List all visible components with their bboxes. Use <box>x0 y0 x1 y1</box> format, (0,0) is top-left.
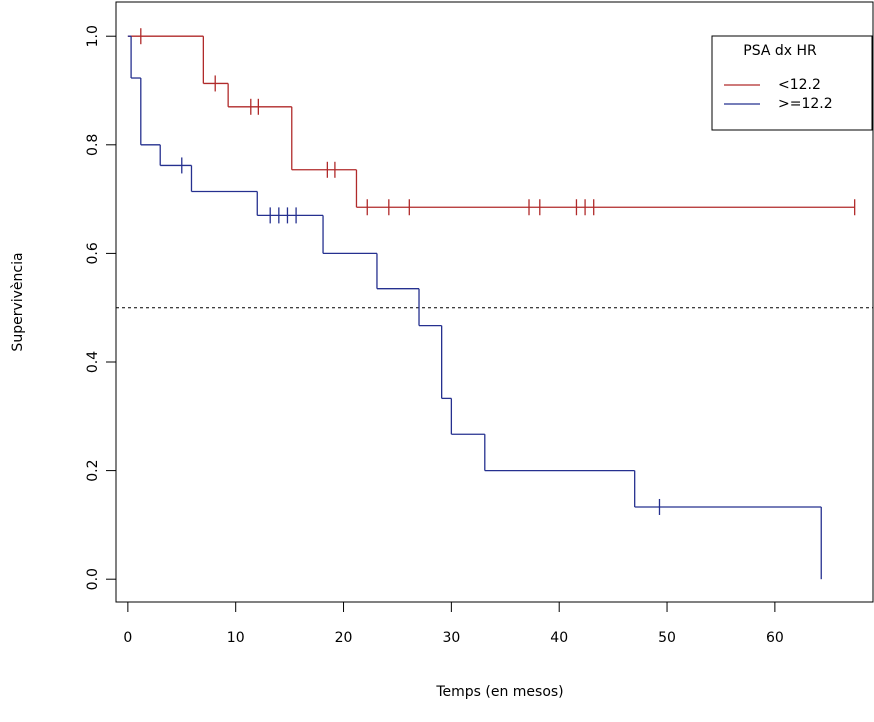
x-tick-label: 40 <box>550 630 568 646</box>
y-tick-label: 0.2 <box>85 459 101 481</box>
x-axis-label: Temps (en mesos) <box>435 684 563 700</box>
y-tick-label: 1.0 <box>85 25 101 47</box>
legend-label: >=12.2 <box>778 96 833 112</box>
y-tick-label: 0.4 <box>85 351 101 373</box>
x-tick-label: 20 <box>335 630 353 646</box>
y-axis-label: Supervivència <box>10 252 26 351</box>
x-tick-label: 0 <box>123 630 132 646</box>
legend-title: PSA dx HR <box>743 43 817 59</box>
x-tick-label: 30 <box>442 630 460 646</box>
plot-frame <box>115 1 874 603</box>
legend-label: <12.2 <box>778 77 821 93</box>
y-tick-label: 0.0 <box>85 568 101 590</box>
legend-box <box>711 35 873 131</box>
x-tick-label: 50 <box>658 630 676 646</box>
x-tick-label: 10 <box>227 630 245 646</box>
x-tick-label: 60 <box>766 630 784 646</box>
y-tick-label: 0.6 <box>85 242 101 264</box>
y-tick-label: 0.8 <box>85 134 101 156</box>
